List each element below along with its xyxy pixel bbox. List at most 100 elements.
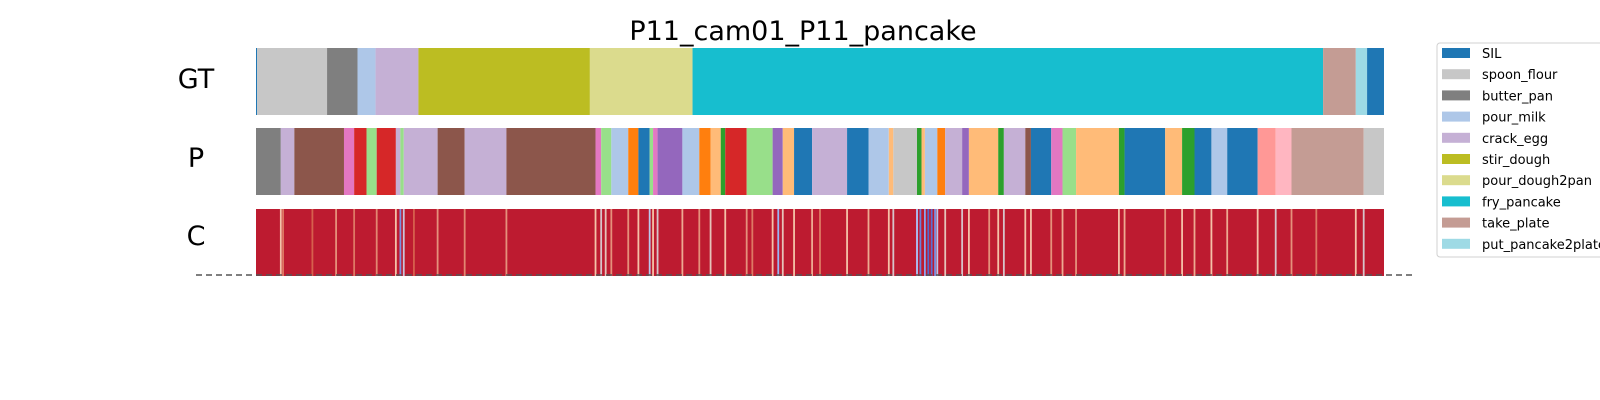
c-dip — [846, 209, 848, 276]
legend-label-butter_pan: butter_pan — [1482, 89, 1553, 104]
c-dip — [777, 209, 780, 276]
row-label-p: P — [188, 143, 204, 174]
c-dip — [505, 209, 508, 276]
p-segment — [812, 128, 848, 195]
c-dip — [919, 209, 922, 276]
c-dip — [1226, 209, 1229, 276]
p-segment — [945, 128, 963, 195]
p-segment — [962, 128, 969, 195]
c-dip — [781, 209, 784, 276]
p-segment — [653, 128, 658, 195]
p-segment — [464, 128, 507, 195]
c-dip — [594, 209, 597, 276]
c-dip — [394, 209, 397, 276]
p-segment — [437, 128, 465, 195]
p-segment — [968, 128, 999, 195]
c-dip — [627, 209, 630, 276]
p-segment — [1363, 128, 1384, 195]
c-dip — [1123, 209, 1126, 276]
c-dip — [1315, 209, 1318, 276]
p-segment — [354, 128, 367, 195]
p-segment — [921, 128, 925, 195]
legend-swatch-put_pancake2plate — [1442, 238, 1470, 249]
p-segment — [280, 128, 295, 195]
p-segment — [366, 128, 377, 195]
c-dip — [811, 209, 813, 276]
p-segment — [1076, 128, 1119, 195]
p-segment — [343, 128, 355, 195]
c-dip — [793, 209, 795, 276]
c-dip — [936, 209, 939, 276]
c-dip — [1210, 209, 1213, 276]
p-segment — [638, 128, 650, 195]
p-segment — [1165, 128, 1183, 195]
p-segment — [917, 128, 922, 195]
c-dip — [375, 209, 378, 276]
p-segment — [699, 128, 711, 195]
legend-swatch-take_plate — [1442, 217, 1470, 228]
p-segment — [1227, 128, 1258, 195]
c-dip — [698, 209, 701, 276]
c-dip — [399, 209, 402, 276]
p-segment — [400, 128, 404, 195]
p-segment — [794, 128, 813, 195]
c-dip — [724, 209, 727, 276]
p-segment — [772, 128, 783, 195]
p-segment — [1062, 128, 1077, 195]
c-dip — [1024, 209, 1027, 276]
row-label-c: C — [187, 221, 206, 252]
p-segment — [595, 128, 602, 195]
p-segment — [1025, 128, 1031, 195]
p-segment — [294, 128, 344, 195]
c-dip — [1274, 209, 1277, 276]
legend-label-pour_dough2pan: pour_dough2pan — [1482, 174, 1592, 189]
c-dip — [652, 209, 654, 276]
p-segment — [506, 128, 596, 195]
c-dip — [1181, 209, 1183, 276]
p-segment — [1211, 128, 1228, 195]
legend-swatch-crack_egg — [1442, 132, 1470, 143]
gt-segment-SIL — [256, 48, 258, 115]
gt-segment-take_plate — [1323, 48, 1356, 115]
c-dip — [997, 209, 1000, 276]
c-dip — [924, 209, 926, 276]
p-segment — [1118, 128, 1125, 195]
p-segment — [649, 128, 654, 195]
gt-segment-SIL — [1367, 48, 1384, 115]
c-dip — [402, 209, 405, 276]
c-dip — [604, 209, 607, 276]
c-dip — [335, 209, 337, 276]
gt-segment-crack_egg — [375, 48, 419, 115]
p-segment — [710, 128, 721, 195]
legend-swatch-pour_milk — [1442, 111, 1470, 122]
c-dip — [988, 209, 991, 276]
p-segment — [611, 128, 629, 195]
p-segment — [1124, 128, 1166, 195]
c-dip — [681, 209, 684, 276]
legend-swatch-fry_pancake — [1442, 196, 1470, 207]
p-segment — [1194, 128, 1212, 195]
c-row — [256, 209, 1384, 276]
legend-label-SIL: SIL — [1482, 47, 1502, 62]
c-dip — [1164, 209, 1167, 276]
p-segment — [868, 128, 889, 195]
c-dip — [353, 209, 356, 276]
c-dip — [1193, 209, 1196, 276]
p-segment — [628, 128, 639, 195]
c-dip — [1118, 209, 1120, 276]
c-dip — [930, 209, 933, 276]
p-segment — [601, 128, 612, 195]
c-dip — [968, 209, 970, 276]
c-dip — [961, 209, 964, 276]
c-dip — [1075, 209, 1077, 276]
gt-segment-fry_pancake — [692, 48, 1324, 115]
p-segment — [682, 128, 700, 195]
gt-segment-spoon_flour — [257, 48, 328, 115]
legend: SIL spoon_flour butter_pan pour_milk crack_e… — [1436, 42, 1600, 258]
chart-title: P11_cam01_P11_pancake — [629, 16, 976, 47]
gt-segment-butter_pan — [327, 48, 358, 115]
c-dip — [648, 209, 651, 276]
c-dip — [1061, 209, 1064, 276]
gt-segment-pour_milk — [357, 48, 376, 115]
